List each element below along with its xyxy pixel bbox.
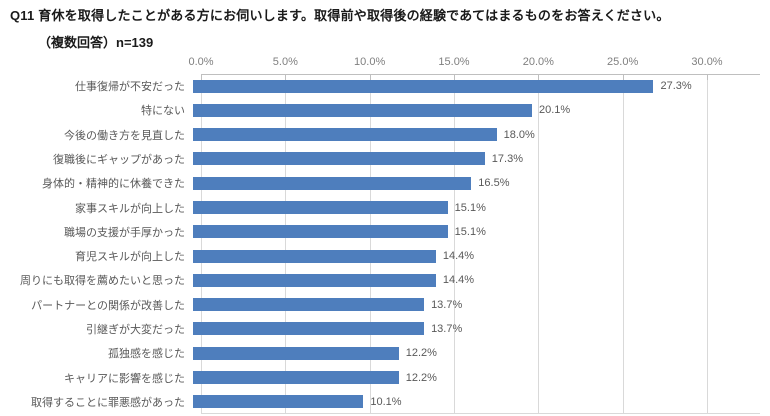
bar-track: 20.1%	[193, 98, 770, 122]
bar	[193, 152, 485, 166]
category-label: 仕事復帰が不安だった	[75, 81, 185, 94]
category-label: キャリアに影響を感じた	[64, 372, 185, 385]
plot-area	[201, 74, 760, 414]
bar-row: 引継ぎが大変だった 13.7%	[0, 317, 770, 341]
x-axis-tick-label: 0.0%	[188, 56, 214, 68]
axis-tick	[285, 75, 287, 80]
x-axis: 0.0% 5.0% 10.0% 15.0% 20.0% 25.0% 30.0%	[0, 56, 770, 72]
value-label: 20.1%	[539, 104, 571, 117]
bar-row: 職場の支援が手厚かった 15.1%	[0, 220, 770, 244]
gridline	[201, 75, 202, 413]
category-label: 身体的・精神的に休養できた	[42, 178, 185, 191]
bar-track: 14.4%	[193, 268, 770, 292]
value-label: 13.7%	[431, 298, 463, 311]
bar-row: 復職後にギャップがあった 17.3%	[0, 147, 770, 171]
bar-track: 27.3%	[193, 74, 770, 98]
bar-track: 13.7%	[193, 317, 770, 341]
value-label: 17.3%	[491, 152, 523, 165]
axis-tick	[622, 75, 624, 80]
bar-track: 18.0%	[193, 123, 770, 147]
gridline	[285, 75, 287, 413]
gridline	[454, 75, 455, 413]
category-label: 復職後にギャップがあった	[53, 153, 185, 166]
value-label: 15.1%	[454, 225, 486, 238]
value-label: 18.0%	[503, 128, 535, 141]
axis-tick	[369, 75, 371, 80]
bar	[193, 225, 448, 239]
bar	[193, 176, 472, 190]
gridline	[369, 75, 371, 413]
x-axis-tick-label: 25.0%	[607, 56, 639, 68]
value-label: 16.5%	[478, 177, 510, 190]
bar	[193, 103, 533, 117]
chart-title: Q11 育休を取得したことがある方にお伺いします。取得前や取得後の経験であてはま…	[10, 8, 670, 23]
bar	[193, 79, 654, 93]
value-label: 14.4%	[442, 250, 475, 263]
bar-rows: 仕事復帰が不安だった 27.3% 特にない 20.1% 今後の働き方を見直した 18.0%…	[0, 74, 770, 414]
category-label: パートナーとの関係が改善した	[31, 299, 185, 312]
bar-track: 10.1%	[193, 390, 770, 414]
gridline	[622, 75, 624, 413]
bar	[193, 298, 425, 312]
axis-tick	[707, 75, 708, 80]
bar-row: 周りにも取得を薦めたいと思った 14.4%	[0, 268, 770, 292]
category-label: 今後の働き方を見直した	[64, 129, 185, 142]
bar-track: 15.1%	[193, 195, 770, 219]
bar-row: 孤独感を感じた 12.2%	[0, 341, 770, 365]
bar	[193, 395, 364, 409]
bar-track: 12.2%	[193, 341, 770, 365]
gridline	[538, 75, 540, 413]
bar	[193, 128, 497, 142]
axis-tick	[538, 75, 540, 80]
bar-track: 15.1%	[193, 220, 770, 244]
chart-heading: Q11 育休を取得したことがある方にお伺いします。取得前や取得後の経験であてはま…	[10, 5, 670, 51]
category-label: 特にない	[141, 105, 185, 118]
category-label: 引継ぎが大変だった	[86, 323, 185, 336]
bar-row: 今後の働き方を見直した 18.0%	[0, 123, 770, 147]
x-axis-tick-label: 15.0%	[438, 56, 470, 68]
value-label: 15.1%	[454, 201, 486, 214]
value-label: 12.2%	[405, 371, 437, 384]
bar-track: 17.3%	[193, 147, 770, 171]
bar-track: 16.5%	[193, 171, 770, 195]
bar-row: キャリアに影響を感じた 12.2%	[0, 365, 770, 389]
value-label: 10.1%	[370, 395, 402, 408]
x-axis-tick-label: 30.0%	[691, 56, 723, 68]
gridline	[707, 75, 708, 413]
bar-track: 12.2%	[193, 365, 770, 389]
category-label: 孤独感を感じた	[108, 348, 185, 361]
bar-row: 取得することに罪悪感があった 10.1%	[0, 390, 770, 414]
category-label: 家事スキルが向上した	[75, 202, 185, 215]
x-axis-tick-label: 5.0%	[272, 56, 298, 68]
x-axis-tick-label: 20.0%	[522, 56, 554, 68]
bar	[193, 201, 448, 215]
bar	[193, 371, 399, 385]
x-axis-tick-label: 10.0%	[354, 56, 386, 68]
value-label: 12.2%	[405, 347, 437, 360]
bar-track: 13.7%	[193, 293, 770, 317]
bar	[193, 273, 436, 287]
bar-row: 特にない 20.1%	[0, 98, 770, 122]
category-label: 取得することに罪悪感があった	[31, 396, 185, 409]
bar-row: 身体的・精神的に休養できた 16.5%	[0, 171, 770, 195]
category-label: 周りにも取得を薦めたいと思った	[20, 275, 185, 288]
bar	[193, 346, 399, 360]
value-label: 27.3%	[660, 80, 692, 93]
bar-row: 育児スキルが向上した 14.4%	[0, 244, 770, 268]
bar-track: 14.4%	[193, 244, 770, 268]
bar	[193, 322, 425, 336]
axis-tick	[454, 75, 455, 80]
axis-tick	[201, 75, 202, 80]
bar-row: パートナーとの関係が改善した 13.7%	[0, 293, 770, 317]
bar	[193, 249, 436, 263]
category-label: 職場の支援が手厚かった	[64, 226, 185, 239]
value-label: 14.4%	[442, 274, 475, 287]
value-label: 13.7%	[431, 322, 463, 335]
category-label: 育児スキルが向上した	[75, 251, 185, 264]
bar-row: 家事スキルが向上した 15.1%	[0, 195, 770, 219]
bar-row: 仕事復帰が不安だった 27.3%	[0, 74, 770, 98]
chart-subtitle: （複数回答）n=139	[38, 35, 154, 50]
